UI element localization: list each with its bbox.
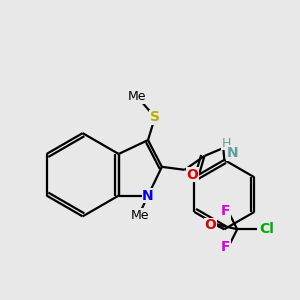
Text: S: S	[150, 110, 160, 124]
Text: H: H	[222, 136, 231, 150]
Text: N: N	[142, 189, 154, 202]
Text: F: F	[220, 240, 230, 254]
Text: O: O	[205, 218, 216, 232]
Text: O: O	[187, 168, 199, 182]
Text: Cl: Cl	[259, 222, 274, 236]
Text: F: F	[220, 204, 230, 218]
Text: N: N	[226, 146, 238, 160]
Text: Me: Me	[131, 209, 149, 222]
Text: Me: Me	[128, 90, 146, 103]
